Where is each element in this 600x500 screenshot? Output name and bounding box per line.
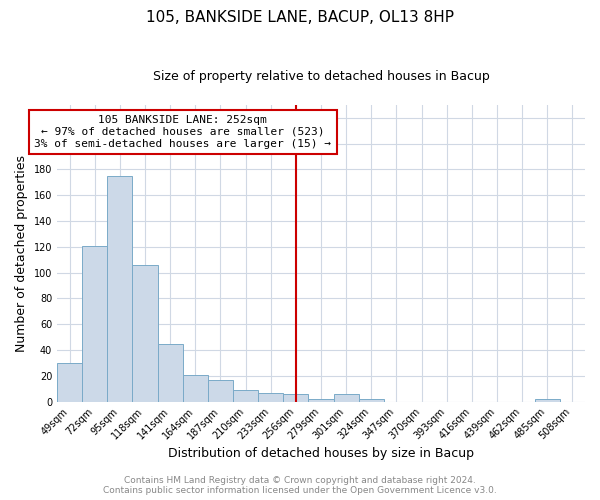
Title: Size of property relative to detached houses in Bacup: Size of property relative to detached ho… <box>152 70 490 83</box>
Bar <box>233 390 258 402</box>
Text: Contains HM Land Registry data © Crown copyright and database right 2024.
Contai: Contains HM Land Registry data © Crown c… <box>103 476 497 495</box>
Bar <box>308 399 334 402</box>
Y-axis label: Number of detached properties: Number of detached properties <box>15 155 28 352</box>
Bar <box>283 394 308 402</box>
Bar <box>107 176 133 402</box>
Text: 105, BANKSIDE LANE, BACUP, OL13 8HP: 105, BANKSIDE LANE, BACUP, OL13 8HP <box>146 10 454 25</box>
Bar <box>158 344 183 402</box>
Bar <box>334 394 359 402</box>
Bar <box>535 399 560 402</box>
Bar <box>208 380 233 402</box>
Bar <box>57 363 82 402</box>
Bar <box>258 392 283 402</box>
Bar <box>82 246 107 402</box>
Bar <box>359 399 384 402</box>
Text: 105 BANKSIDE LANE: 252sqm
← 97% of detached houses are smaller (523)
3% of semi-: 105 BANKSIDE LANE: 252sqm ← 97% of detac… <box>34 116 331 148</box>
X-axis label: Distribution of detached houses by size in Bacup: Distribution of detached houses by size … <box>168 447 474 460</box>
Bar <box>133 265 158 402</box>
Bar <box>183 374 208 402</box>
